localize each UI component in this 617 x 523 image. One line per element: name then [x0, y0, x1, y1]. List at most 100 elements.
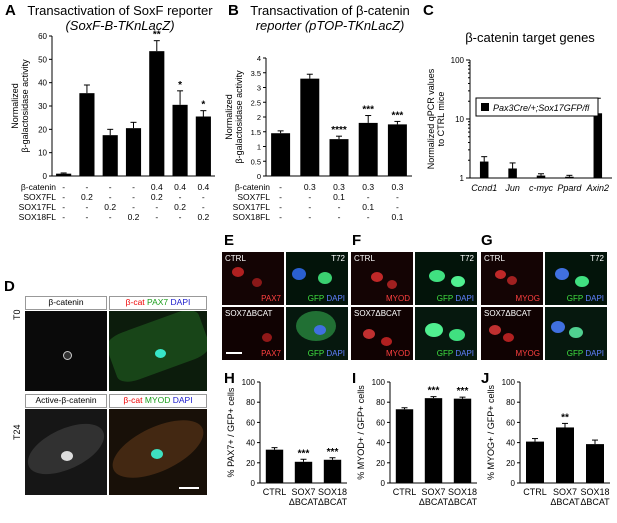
condition-value: -: [308, 212, 311, 222]
g-ctrl-gfp-image: T72 GFP DAPI: [545, 252, 607, 305]
condition-value: -: [86, 202, 89, 212]
d-row-t0: T0: [12, 309, 22, 320]
d-label-myod: MYOD: [144, 395, 171, 405]
panel-b-title-line2: reporter (pTOP-TKnLacZ): [255, 18, 405, 33]
bar: [508, 168, 517, 178]
chart-c: 1 10 100 Normalized qPCR values to CTRL mice…: [426, 56, 612, 193]
y-tick-label: 40: [506, 439, 515, 448]
e-ctrl-gfp-image: T72 GFP DAPI: [286, 252, 348, 305]
y-axis-label: % MYOG+ / GFP+ cells: [486, 384, 496, 480]
d-row-t24: T24: [12, 424, 22, 440]
y-tick-label: 4: [257, 54, 261, 63]
d-label-dapi: DAPI: [170, 297, 191, 307]
condition-value: -: [179, 192, 182, 202]
e-gfp-dapi-label: GFP DAPI: [307, 294, 345, 303]
panel-letter-d: D: [4, 278, 15, 295]
d-t0-beta-catenin-image: [25, 311, 107, 391]
d-t24-merge-image: [109, 409, 207, 495]
legend-label: Pax3Cre/+;Sox17GFP/fl: [493, 103, 590, 113]
significance-label: ***: [392, 110, 404, 121]
panel-a-title: Transactivation of SoxF reporter (SoxF-B…: [20, 3, 220, 33]
y-tick-label: 40: [246, 439, 255, 448]
x-tick-label: SOX7: [553, 487, 577, 497]
x-tick-label: SOX18: [580, 487, 609, 497]
y-tick-label: 20: [246, 459, 255, 468]
bar: [526, 441, 544, 483]
x-tick-label: SOX18: [448, 487, 477, 497]
bar: [556, 427, 574, 483]
y-tick-label: 40: [376, 439, 385, 448]
panel-b-title-line1: Transactivation of β-catenin: [250, 3, 410, 18]
condition-value: -: [132, 192, 135, 202]
x-tick-label: Ppard: [557, 183, 582, 193]
y-tick-label: 60: [376, 418, 385, 427]
condition-value: -: [155, 212, 158, 222]
y-tick-label: 80: [506, 398, 515, 407]
significance-label: **: [561, 412, 569, 423]
g-myog-label-2: MYOG: [515, 349, 540, 358]
y-tick-label: 0.5: [251, 157, 261, 166]
y-tick-label: 30: [38, 102, 47, 111]
x-tick-label: Jun: [504, 183, 520, 193]
bar: [453, 398, 472, 483]
y-axis-label: β-galactosidase activity: [20, 59, 30, 153]
condition-value: -: [132, 182, 135, 192]
y-tick-label: 60: [38, 32, 47, 41]
condition-value: 0.4: [197, 182, 209, 192]
y-tick-label: 1: [257, 143, 261, 152]
g-myog-label: MYOG: [515, 294, 540, 303]
y-tick-label: 50: [38, 55, 47, 64]
x-tick-label: ΔBCAT: [318, 497, 348, 507]
y-tick-label: 20: [38, 125, 47, 134]
bar: [593, 113, 603, 178]
condition-value: 0.2: [104, 202, 116, 212]
d-t0-merge-image: [109, 311, 207, 391]
condition-value: 0.4: [151, 182, 163, 192]
condition-value: -: [338, 212, 341, 222]
y-axis-label: Normalized qPCR values: [426, 68, 436, 169]
condition-value: -: [109, 212, 112, 222]
y-tick-label: 20: [506, 459, 515, 468]
g-gfp-dapi-label-2: GFP DAPI: [566, 349, 604, 358]
condition-row-label: SOX7FL: [237, 192, 270, 202]
d-col-active-beta-catenin: Active-β-catenin: [25, 394, 107, 408]
f-myod-label-2: MYOD: [386, 349, 410, 358]
x-tick-label: CTRL: [393, 487, 417, 497]
condition-row-label: SOX17FL: [19, 202, 57, 212]
d-col-merge-pax7: β-cat PAX7 DAPI: [109, 296, 207, 310]
x-tick-label: CTRL: [523, 487, 547, 497]
panel-letter-a: A: [5, 2, 16, 19]
x-tick-label: SOX7: [421, 487, 445, 497]
condition-value: -: [202, 192, 205, 202]
e-time-label: T72: [331, 254, 345, 263]
condition-value: -: [279, 202, 282, 212]
bar: [424, 398, 443, 483]
condition-value: -: [308, 202, 311, 212]
f-time-label: T72: [460, 254, 474, 263]
d-label-pax7: PAX7: [147, 297, 169, 307]
condition-value: -: [279, 212, 282, 222]
scale-bar-d: [179, 487, 199, 489]
bar: [125, 128, 142, 176]
bar: [294, 461, 313, 483]
y-tick-label: 20: [376, 459, 385, 468]
condition-value: 0.2: [128, 212, 140, 222]
bar: [79, 93, 95, 176]
x-tick-label: ΔBCAT: [580, 497, 610, 507]
significance-label: ***: [457, 386, 469, 397]
g-sox7-myog-image: SOX7ΔBCAT MYOG: [481, 307, 543, 360]
panel-letter-f: F: [352, 232, 362, 249]
condition-row-label: β-catenin: [235, 182, 270, 192]
condition-value: 0.3: [362, 182, 374, 192]
y-tick-label: 100: [242, 378, 256, 387]
bar: [102, 135, 118, 176]
significance-label: ***: [428, 386, 440, 397]
condition-value: 0.3: [333, 182, 345, 192]
condition-value: -: [279, 192, 282, 202]
x-tick-label: c-myc: [529, 183, 553, 193]
condition-value: 0.2: [197, 212, 209, 222]
f-sox-label: SOX7ΔBCAT: [354, 309, 402, 318]
condition-value: -: [367, 192, 370, 202]
y-axis-label: β-galactosidase activity: [234, 70, 244, 164]
x-tick-label: ΔBCAT: [289, 497, 319, 507]
